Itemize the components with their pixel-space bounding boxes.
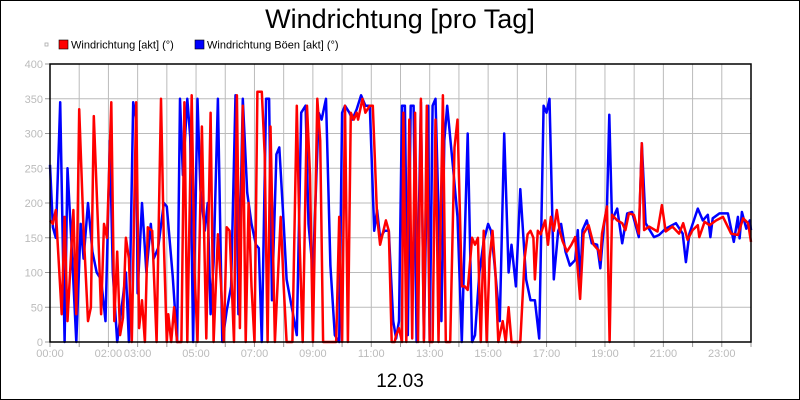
y-tick-label: 400 <box>25 59 43 71</box>
series-group <box>48 90 753 344</box>
x-tick-label: 11:00 <box>358 348 385 360</box>
x-axis-date-label: 12.03 <box>376 371 424 392</box>
legend-swatch-red <box>58 39 69 50</box>
x-tick-label: 13:00 <box>416 348 444 360</box>
y-tick-label: 200 <box>25 198 43 210</box>
x-tick-label: 19:00 <box>591 348 619 360</box>
legend: Windrichtung [akt] (°) Windrichtung Böen… <box>44 39 339 52</box>
x-tick-label: 23:00 <box>708 348 736 360</box>
x-axis: 00:00 02:00 03:00 05:00 07:00 09:00 11:00 13:00… <box>36 342 752 360</box>
y-tick-label: 0 <box>37 337 43 349</box>
legend-label-windrichtung-boeen: Windrichtung Böen [akt] (°) <box>207 40 339 52</box>
chart-title: Windrichtung [pro Tag] <box>265 4 535 34</box>
x-tick-label: 17:00 <box>533 348 561 360</box>
y-tick-label: 300 <box>25 129 43 141</box>
legend-label-windrichtung: Windrichtung [akt] (°) <box>71 40 174 52</box>
x-tick-label: 03:00 <box>124 348 152 360</box>
y-tick-label: 100 <box>25 268 43 280</box>
x-tick-label: 05:00 <box>182 348 210 360</box>
x-tick-label: 07:00 <box>241 348 269 360</box>
x-tick-label: 09:00 <box>299 348 327 360</box>
y-tick-label: 50 <box>31 302 43 314</box>
legend-swatch-blue <box>194 39 205 50</box>
x-tick-label: 21:00 <box>650 348 678 360</box>
x-tick-label: 15:00 <box>474 348 502 360</box>
x-tick-label: 00:00 <box>36 348 64 360</box>
legend-toggle-icon[interactable] <box>44 42 49 47</box>
y-tick-label: 350 <box>25 94 43 106</box>
plot-area-border <box>49 63 752 343</box>
y-tick-label: 250 <box>25 163 43 175</box>
x-tick-label: 02:00 <box>95 348 123 360</box>
y-axis: 0 50 100 150 200 250 300 350 400 <box>25 59 50 349</box>
y-tick-label: 150 <box>25 233 43 245</box>
series-line-windrichtung <box>49 90 753 344</box>
